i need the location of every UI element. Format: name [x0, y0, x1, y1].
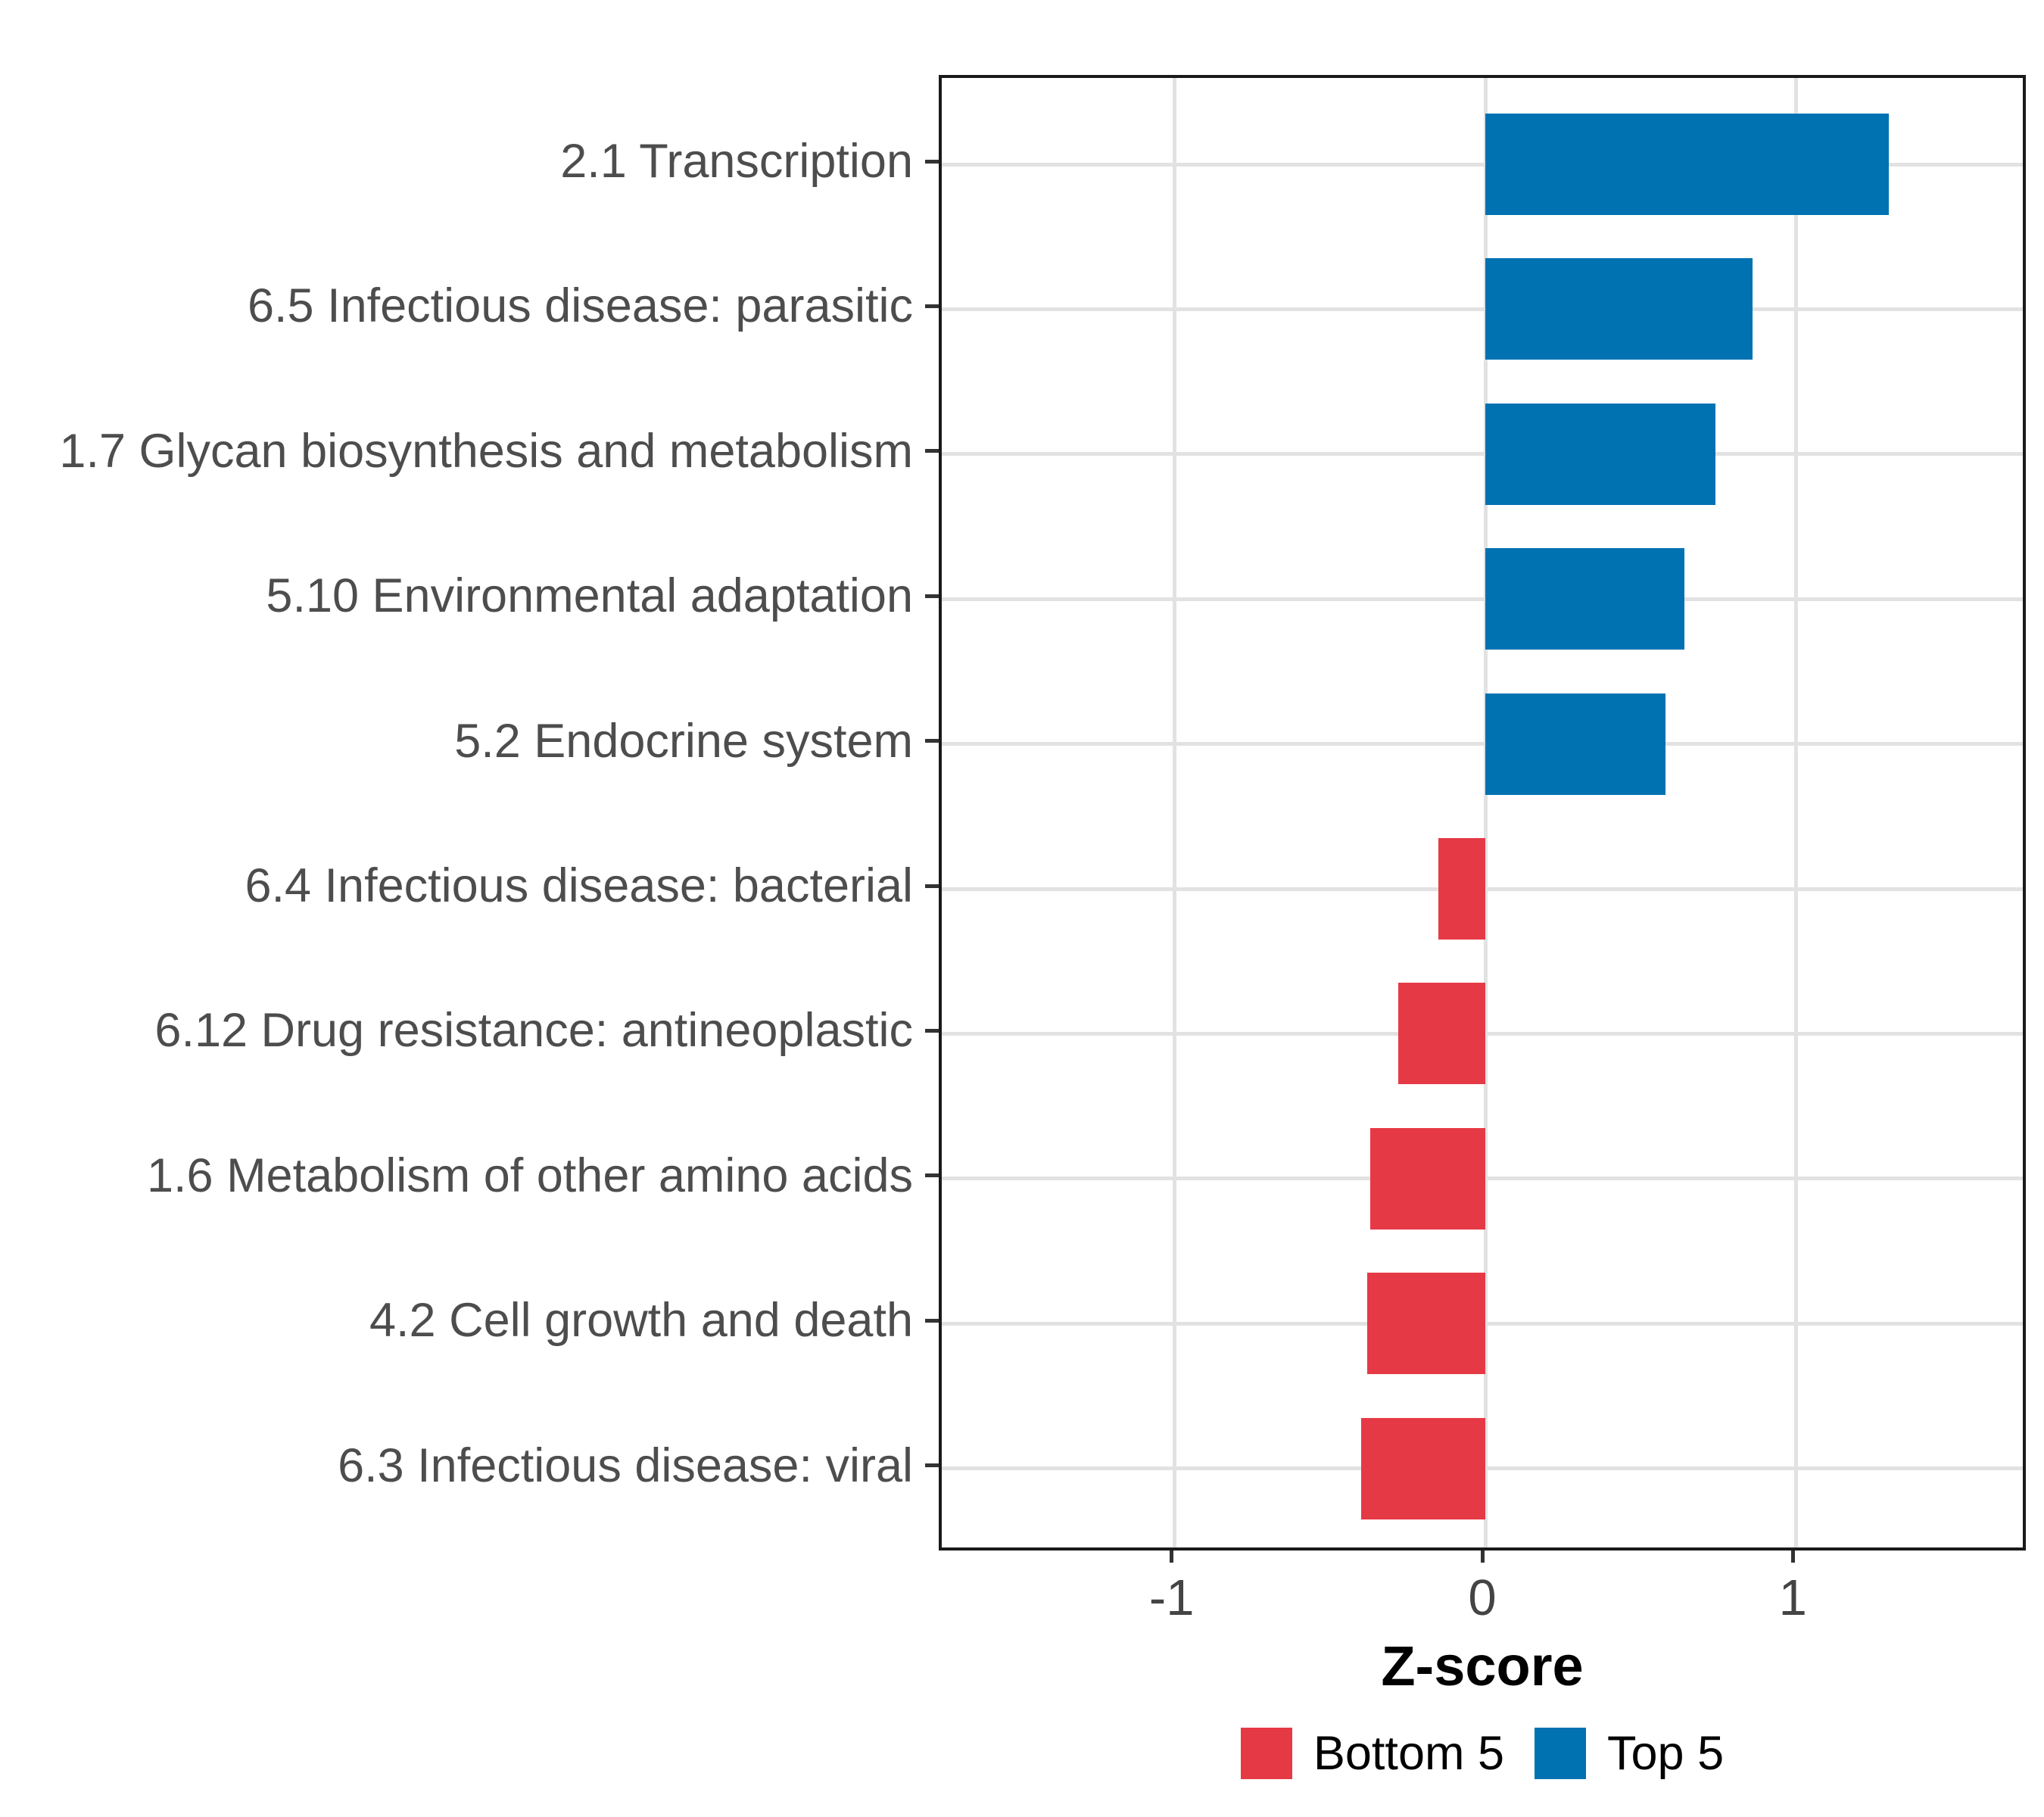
x-tick-label: -1 — [1148, 1569, 1195, 1626]
v-gridline-1 — [1793, 78, 1798, 1547]
bar-top5 — [1485, 403, 1715, 505]
bar-bottom5 — [1398, 983, 1485, 1085]
bar-top5 — [1485, 693, 1665, 795]
h-gridline — [942, 162, 2023, 167]
bar-top5 — [1485, 548, 1684, 650]
bar-top5 — [1485, 258, 1753, 360]
y-tick-mark — [925, 449, 939, 453]
x-tick-label: 0 — [1468, 1569, 1497, 1626]
h-gridline — [942, 452, 2023, 457]
v-gridline-0 — [1483, 78, 1488, 1547]
category-label: 1.6 Metabolism of other amino acids — [147, 1148, 913, 1202]
v-gridline--1 — [1173, 78, 1177, 1547]
legend: Bottom 5 Top 5 — [939, 1726, 2026, 1781]
bar-bottom5 — [1367, 1273, 1485, 1375]
y-tick-mark — [925, 1463, 939, 1468]
x-tick-label: 1 — [1778, 1569, 1807, 1626]
y-tick-mark — [925, 594, 939, 598]
category-label: 6.12 Drug resistance: antineoplastic — [154, 1004, 913, 1058]
legend-label-bottom5: Bottom 5 — [1313, 1727, 1504, 1780]
legend-item-bottom5: Bottom 5 — [1240, 1726, 1504, 1781]
x-tick-mark — [1170, 1551, 1174, 1563]
y-tick-mark — [925, 739, 939, 743]
y-tick-mark — [925, 884, 939, 888]
category-label: 1.7 Glycan biosynthesis and metabolism — [59, 424, 913, 478]
bar-top5 — [1485, 114, 1890, 215]
legend-swatch-bottom5-icon — [1240, 1728, 1292, 1779]
category-label: 6.5 Infectious disease: parasitic — [248, 279, 913, 333]
y-tick-mark — [925, 1318, 939, 1323]
category-label: 6.3 Infectious disease: viral — [338, 1438, 913, 1492]
x-axis-title: Z-score — [1381, 1635, 1584, 1697]
y-tick-mark — [925, 1173, 939, 1178]
h-gridline — [942, 307, 2023, 311]
category-label: 5.2 Endocrine system — [454, 714, 913, 768]
bar-bottom5 — [1370, 1127, 1485, 1230]
bar-bottom5 — [1438, 838, 1485, 940]
category-label: 4.2 Cell growth and death — [369, 1294, 913, 1348]
y-tick-mark — [925, 304, 939, 308]
bar-bottom5 — [1360, 1417, 1485, 1519]
legend-label-top5: Top 5 — [1607, 1727, 1725, 1780]
h-gridline — [942, 742, 2023, 746]
legend-item-top5: Top 5 — [1535, 1726, 1724, 1781]
h-gridline — [942, 597, 2023, 601]
plot-panel — [939, 75, 2026, 1551]
x-tick-mark — [1790, 1551, 1795, 1563]
x-tick-mark — [1480, 1551, 1485, 1563]
category-label: 5.10 Environmental adaptation — [266, 569, 913, 623]
legend-swatch-top5-icon — [1535, 1728, 1586, 1779]
category-label: 2.1 Transcription — [560, 135, 913, 188]
y-tick-mark — [925, 159, 939, 164]
category-label: 6.4 Infectious disease: bacterial — [245, 859, 913, 912]
y-tick-mark — [925, 1028, 939, 1033]
